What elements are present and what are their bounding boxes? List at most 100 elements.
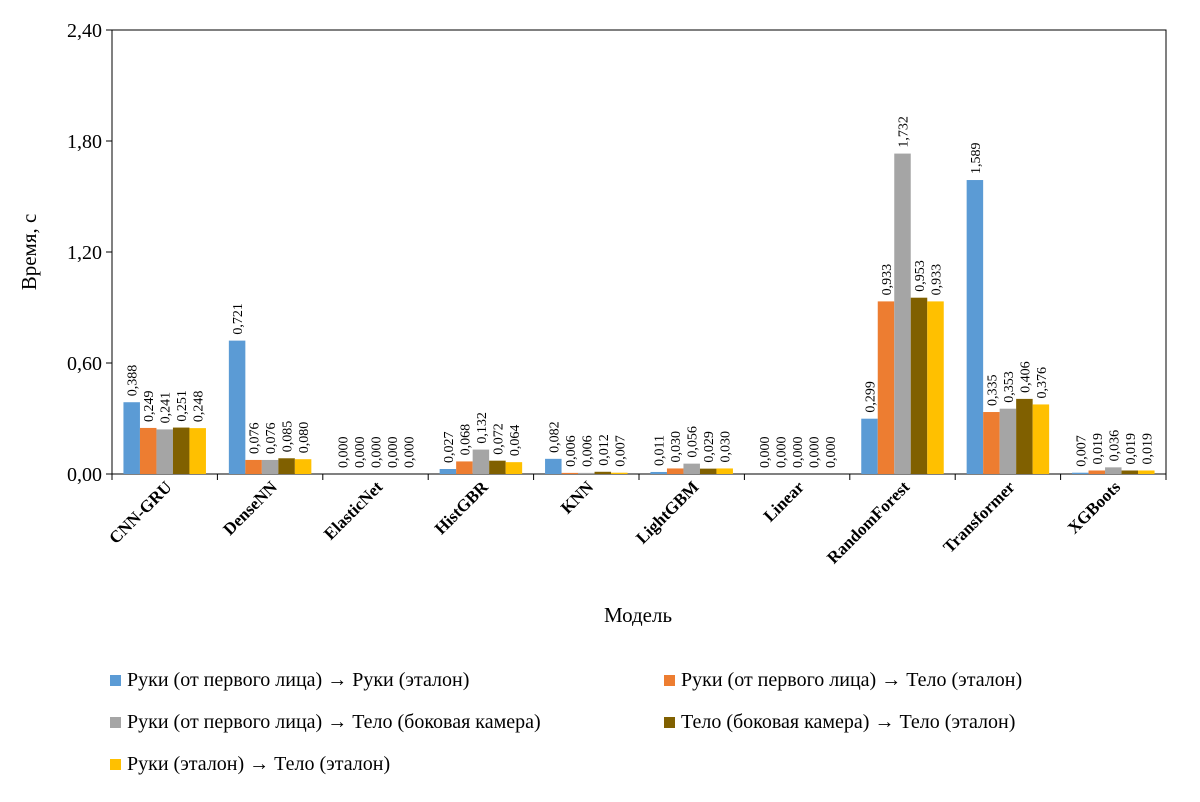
bar	[1072, 472, 1089, 474]
data-label: 0,007	[613, 435, 628, 467]
data-label: 0,019	[1091, 433, 1106, 465]
data-label: 0,082	[547, 421, 562, 453]
chart-marks: 0,388 0,721 0,000 0,027 0,082 0,011 0,000 0,299…	[123, 116, 1155, 474]
bar-series: 0,248 0,080 0,000 0,064 0,007 0,030 0,000 0,933…	[189, 264, 1155, 474]
data-label: 0,000	[824, 437, 839, 469]
bar	[1032, 404, 1050, 474]
bar	[261, 459, 279, 474]
data-label: 0,012	[597, 434, 612, 466]
bar	[666, 468, 684, 474]
data-label: 0,019	[1140, 433, 1155, 465]
x-category-label: HistGBR	[431, 477, 492, 538]
x-category-label: KNN	[557, 477, 598, 518]
data-label: 0,249	[142, 390, 157, 422]
bar-series: 0,241 0,076 0,000 0,132 0,006 0,056 0,000 1,732…	[156, 116, 1122, 474]
bar	[999, 408, 1017, 474]
bar	[278, 458, 295, 474]
bar	[172, 427, 190, 474]
x-category-label: XGBoots	[1064, 477, 1124, 537]
bar	[505, 462, 523, 474]
data-label: 0,241	[159, 392, 174, 424]
bar	[699, 468, 717, 474]
bar	[1088, 470, 1106, 474]
data-label: 0,388	[126, 365, 141, 397]
data-label: 0,000	[337, 437, 352, 469]
bar-series: 0,249 0,076 0,000 0,068 0,006 0,030 0,000 0,933…	[139, 264, 1106, 474]
bar-series: 0,388 0,721 0,000 0,027 0,082 0,011 0,000 0,299…	[123, 143, 1089, 474]
data-label: 0,000	[386, 437, 401, 469]
bar	[245, 459, 262, 474]
x-category-label: Transformer	[939, 477, 1019, 557]
data-label: 0,030	[669, 431, 684, 463]
bar	[683, 463, 700, 474]
bar	[927, 301, 944, 474]
bar	[189, 428, 206, 474]
data-label: 0,030	[719, 431, 734, 463]
data-label: 0,000	[758, 437, 773, 469]
data-label: 0,000	[403, 437, 418, 469]
bar	[545, 458, 562, 474]
bar	[594, 471, 612, 474]
bar	[578, 472, 595, 474]
data-label: 0,076	[248, 422, 263, 454]
data-label: 0,933	[880, 264, 895, 296]
data-label: 0,406	[1018, 361, 1033, 393]
data-label: 0,132	[475, 412, 490, 444]
data-label: 0,068	[458, 424, 473, 456]
data-label: 0,072	[491, 423, 506, 455]
data-label: 0,933	[930, 264, 945, 296]
x-category-label: DenseNN	[219, 477, 281, 539]
y-axis-title: Время, с	[17, 214, 41, 291]
data-label: 0,248	[192, 391, 207, 423]
y-tick-label: 0,60	[67, 353, 102, 375]
bar	[861, 418, 878, 474]
bar	[1105, 467, 1122, 474]
data-label: 0,353	[1002, 371, 1017, 403]
data-label: 0,251	[175, 390, 190, 422]
bar	[1016, 398, 1033, 474]
x-category-label: LightGBM	[632, 477, 702, 547]
data-label: 0,000	[791, 437, 806, 469]
y-tick-label: 1,80	[67, 131, 102, 153]
bar	[439, 469, 457, 474]
bar	[894, 153, 911, 474]
data-label: 0,011	[653, 435, 668, 466]
bar	[877, 301, 895, 474]
y-tick-label: 2,40	[67, 20, 102, 42]
data-label: 0,056	[686, 426, 701, 458]
chart-axes: 0,00 0,60 1,20 1,80 2,40 CNN-GRU DenseNN Elasti…	[67, 20, 1167, 567]
bar	[611, 472, 628, 474]
bar	[489, 460, 506, 474]
x-category-label: ElasticNet	[320, 477, 386, 543]
data-label: 0,085	[281, 421, 296, 453]
bar	[139, 427, 157, 474]
y-tick-label: 1,20	[67, 242, 102, 264]
data-label: 0,019	[1124, 433, 1139, 465]
bar	[716, 468, 733, 474]
data-label: 0,299	[864, 381, 879, 413]
bar-series: 0,251 0,085 0,000 0,072 0,012 0,029 0,000 0,953…	[172, 260, 1139, 474]
bar	[156, 429, 173, 474]
data-label: 0,007	[1074, 435, 1089, 467]
bar	[228, 340, 246, 474]
data-label: 0,000	[775, 437, 790, 469]
x-category-label: CNN-GRU	[105, 477, 175, 547]
data-label: 0,036	[1107, 430, 1122, 462]
y-tick-label: 0,00	[67, 464, 102, 486]
bar	[966, 180, 984, 474]
data-label: 0,080	[297, 422, 312, 454]
data-label: 0,335	[985, 375, 1000, 407]
data-label: 0,953	[913, 260, 928, 292]
data-label: 0,376	[1035, 367, 1050, 399]
data-label: 0,000	[353, 437, 368, 469]
data-label: 1,732	[897, 116, 912, 148]
data-label: 1,589	[969, 143, 984, 175]
data-label: 0,029	[702, 431, 717, 463]
data-label: 0,006	[564, 435, 579, 467]
bar	[123, 402, 140, 474]
bar	[1138, 470, 1155, 474]
bar	[650, 471, 667, 474]
bar	[456, 461, 473, 474]
bar	[1121, 470, 1139, 474]
